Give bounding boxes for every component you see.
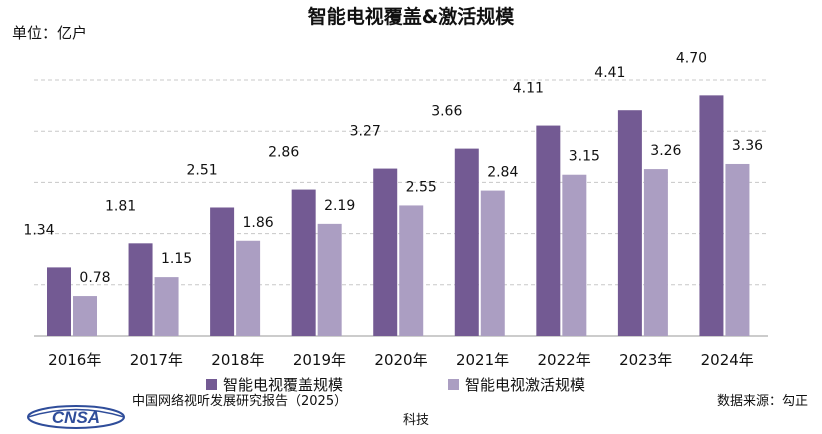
bar-activation (643, 169, 668, 336)
cnsa-logo: CNSA (27, 405, 125, 429)
bar-activation (73, 296, 97, 336)
data-label: 3.15 (569, 149, 600, 165)
bar-activation (480, 190, 505, 336)
data-label: 1.86 (243, 215, 274, 231)
bar-coverage (47, 267, 71, 336)
x-tick-label: 2017年 (130, 351, 183, 369)
data-label: 2.84 (487, 165, 518, 181)
data-label: 4.11 (513, 81, 544, 97)
data-label: 2.51 (187, 162, 218, 178)
x-tick-label: 2020年 (374, 351, 427, 369)
bar-coverage (291, 189, 316, 336)
unit-label: 单位：亿户 (12, 24, 88, 42)
brand-subtitle: 科技 (403, 413, 430, 428)
data-label: 2.19 (324, 198, 355, 214)
x-tick-label: 2023年 (619, 351, 672, 369)
data-label: 2.86 (268, 145, 299, 161)
svg-text:CNSA: CNSA (52, 408, 100, 427)
data-label: 3.66 (431, 104, 462, 120)
data-label: 1.34 (23, 222, 54, 238)
bar-coverage (373, 168, 398, 336)
x-tick-label: 2019年 (293, 351, 346, 369)
data-label: 2.55 (406, 179, 437, 195)
legend-item-coverage: 智能电视覆盖规模 (206, 374, 343, 395)
legend-swatch-activation (448, 379, 459, 390)
data-label: 3.26 (650, 143, 681, 159)
bar-coverage (454, 148, 479, 336)
bar-coverage (699, 95, 724, 336)
data-label: 3.36 (732, 138, 763, 154)
legend-label-activation: 智能电视激活规模 (465, 376, 586, 394)
bar-activation (562, 174, 587, 336)
bar-coverage (617, 110, 642, 336)
x-tick-label: 2024年 (701, 351, 754, 369)
bar-activation (154, 277, 179, 336)
data-label: 1.81 (105, 198, 136, 214)
bar-activation (399, 205, 424, 336)
bar-activation (236, 240, 261, 336)
bar-activation (725, 163, 750, 336)
bar-activation (317, 223, 342, 336)
bar-coverage (210, 207, 235, 336)
x-tick-label: 2018年 (211, 351, 264, 369)
data-label: 4.70 (676, 50, 707, 66)
data-label: 3.27 (350, 124, 381, 140)
report-source: 中国网络视听发展研究报告（2025） (132, 394, 348, 409)
x-tick-label: 2021年 (456, 351, 509, 369)
bar-coverage (536, 125, 561, 337)
bar-coverage (128, 243, 153, 336)
legend-item-activation: 智能电视激活规模 (448, 374, 585, 395)
x-tick-label: 2016年 (48, 351, 101, 369)
data-label: 4.41 (594, 65, 625, 81)
legend-label-coverage: 智能电视覆盖规模 (223, 376, 344, 394)
x-tick-label: 2022年 (538, 351, 591, 369)
data-label: 1.15 (161, 251, 192, 267)
legend-swatch-coverage (206, 379, 217, 390)
chart-title: 智能电视覆盖&激活规模 (307, 6, 515, 28)
data-label: 0.78 (79, 270, 110, 286)
data-source: 数据来源：勾正 (716, 394, 808, 409)
